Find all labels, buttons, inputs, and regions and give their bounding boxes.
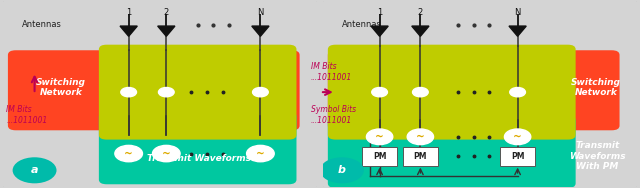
Text: IM Bits
...1011001: IM Bits ...1011001 <box>310 62 352 82</box>
Circle shape <box>320 157 364 183</box>
Text: ~: ~ <box>513 132 522 142</box>
Text: Antennas: Antennas <box>342 20 382 29</box>
Text: Antennas: Antennas <box>22 20 62 29</box>
Circle shape <box>121 87 136 97</box>
Text: b: b <box>338 165 346 175</box>
Circle shape <box>372 87 387 97</box>
Circle shape <box>413 87 428 97</box>
Text: ~: ~ <box>416 132 425 142</box>
Text: 1: 1 <box>377 8 382 17</box>
FancyBboxPatch shape <box>362 147 397 166</box>
Circle shape <box>407 129 433 145</box>
Text: IM Bits
...1011001: IM Bits ...1011001 <box>6 105 47 125</box>
FancyBboxPatch shape <box>328 45 575 140</box>
FancyBboxPatch shape <box>2 0 319 188</box>
Circle shape <box>367 129 393 145</box>
Circle shape <box>504 129 531 145</box>
Polygon shape <box>252 26 269 36</box>
Text: Switching
Network: Switching Network <box>36 78 86 97</box>
Circle shape <box>246 145 274 162</box>
FancyBboxPatch shape <box>403 147 438 166</box>
FancyBboxPatch shape <box>321 0 638 188</box>
Text: ~: ~ <box>162 149 171 158</box>
Text: 2: 2 <box>418 8 423 17</box>
Circle shape <box>253 87 268 97</box>
FancyBboxPatch shape <box>99 112 296 184</box>
Text: 1: 1 <box>126 8 131 17</box>
Text: ~: ~ <box>375 132 384 142</box>
Text: 2: 2 <box>164 8 169 17</box>
FancyBboxPatch shape <box>328 115 575 188</box>
Text: a: a <box>31 165 38 175</box>
Circle shape <box>152 145 180 162</box>
Circle shape <box>13 157 56 183</box>
FancyBboxPatch shape <box>328 50 620 130</box>
Text: Switching
Network: Switching Network <box>571 78 621 97</box>
Text: ~: ~ <box>124 149 133 158</box>
Text: N: N <box>257 8 264 17</box>
Text: PM: PM <box>413 152 427 161</box>
Polygon shape <box>371 26 388 36</box>
Text: Transmit Waveforms: Transmit Waveforms <box>147 154 252 163</box>
Text: Symbol Bits
...1011001: Symbol Bits ...1011001 <box>310 105 356 125</box>
Circle shape <box>159 87 174 97</box>
Text: Transmit
Waveforms
With PM: Transmit Waveforms With PM <box>569 141 626 171</box>
Circle shape <box>115 145 143 162</box>
Polygon shape <box>157 26 175 36</box>
Text: N: N <box>515 8 521 17</box>
FancyBboxPatch shape <box>8 50 300 130</box>
Text: ~: ~ <box>256 149 265 158</box>
Polygon shape <box>412 26 429 36</box>
Polygon shape <box>120 26 138 36</box>
Text: PM: PM <box>511 152 524 161</box>
Polygon shape <box>509 26 526 36</box>
Circle shape <box>510 87 525 97</box>
FancyBboxPatch shape <box>500 147 535 166</box>
Text: PM: PM <box>373 152 387 161</box>
FancyBboxPatch shape <box>99 45 296 140</box>
